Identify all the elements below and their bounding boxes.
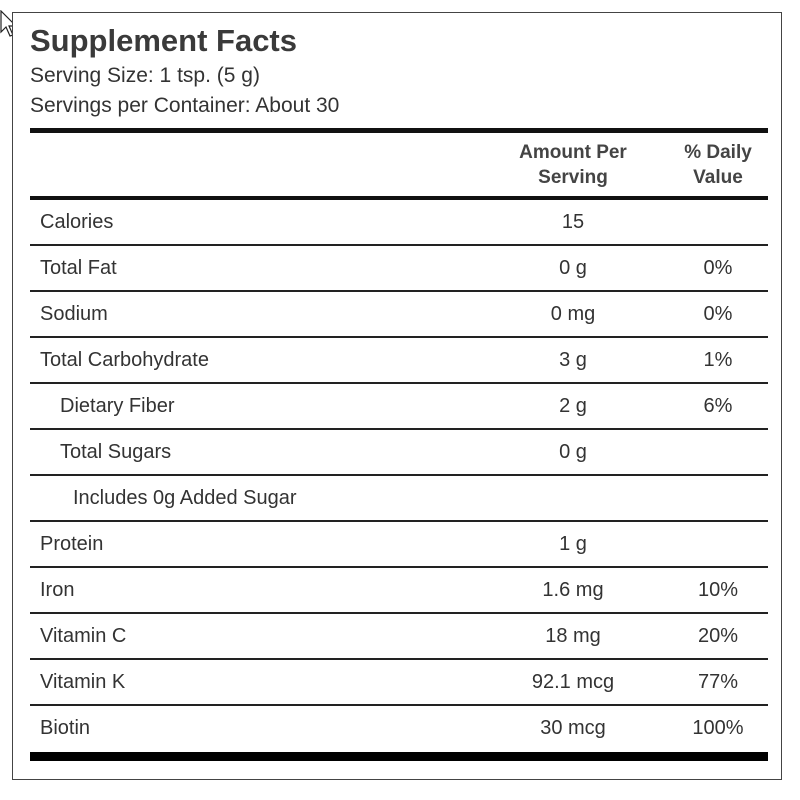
nutrient-daily-value: 77% [697,671,739,693]
nutrient-amount: 0 g [559,257,587,279]
nutrient-amount [483,476,663,520]
nutrient-daily-value [663,430,773,474]
nutrient-table: Calories 15 Total Fat 0 g 0% Sodium 0 mg 0% Tota… [30,200,768,752]
table-row: Iron 1.6 mg 10% [30,568,768,614]
table-row: Vitamin K 92.1 mcg 77% [30,660,768,706]
nutrient-name: Total Carbohydrate [40,349,209,371]
nutrient-daily-value: 100% [692,717,744,739]
nutrient-amount: 3 g [559,349,587,371]
amount-per-serving-header: Amount Per Serving [483,140,663,190]
nutrient-amount: 0 mg [550,303,596,325]
nutrient-daily-value: 0% [703,303,733,325]
header-line: Serving [538,167,608,188]
nutrient-amount: 2 g [559,395,587,417]
serving-size: Serving Size: 1 tsp. (5 g) [30,64,260,87]
header-divider-bar [30,196,768,200]
table-row: Dietary Fiber 2 g 6% [30,384,768,430]
table-row: Protein 1 g [30,522,768,568]
nutrient-daily-value [663,476,773,520]
header-line: Amount Per [519,142,627,163]
table-row: Vitamin C 18 mg 20% [30,614,768,660]
table-row: Total Sugars 0 g [30,430,768,476]
nutrient-name: Dietary Fiber [60,395,175,417]
nutrient-daily-value [663,522,773,566]
nutrient-amount: 15 [561,211,585,233]
table-row: Biotin 30 mcg 100% [30,706,768,752]
top-divider-bar [30,128,768,133]
nutrient-name: Sodium [40,303,108,325]
nutrient-name: Biotin [40,717,91,739]
header-line: Value [693,167,743,188]
nutrient-daily-value: 10% [697,579,739,601]
nutrient-name: Vitamin C [40,625,127,647]
nutrient-amount: 18 mg [545,625,601,647]
nutrient-name: Includes 0g Added Sugar [73,487,297,509]
nutrient-name: Iron [40,579,75,601]
nutrient-name: Total Sugars [60,441,172,463]
bottom-divider-bar [30,752,768,761]
nutrient-name: Protein [40,533,104,555]
panel-title: Supplement Facts [30,23,297,58]
nutrient-daily-value: 1% [703,349,733,371]
nutrient-amount: 30 mcg [540,717,606,739]
table-row: Total Carbohydrate 3 g 1% [30,338,768,384]
nutrient-daily-value: 20% [697,625,739,647]
table-row: Calories 15 [30,200,768,246]
nutrient-amount: 1.6 mg [542,579,604,601]
nutrient-name: Calories [40,211,114,233]
nutrient-daily-value: 0% [703,257,733,279]
daily-value-header: % Daily Value [663,140,773,190]
nutrient-amount: 1 g [559,533,587,555]
nutrient-amount: 0 g [559,441,587,463]
table-row: Sodium 0 mg 0% [30,292,768,338]
nutrient-name: Vitamin K [40,671,126,693]
nutrient-daily-value [663,200,773,244]
nutrient-daily-value: 6% [703,395,733,417]
nutrient-name: Total Fat [40,257,117,279]
nutrient-amount: 92.1 mcg [531,671,615,693]
header-line: % Daily [684,142,752,163]
table-row: Total Fat 0 g 0% [30,246,768,292]
servings-per-container: Servings per Container: About 30 [30,94,340,117]
supplement-facts-panel: Supplement Facts Serving Size: 1 tsp. (5… [12,12,782,780]
table-row: Includes 0g Added Sugar [30,476,768,522]
